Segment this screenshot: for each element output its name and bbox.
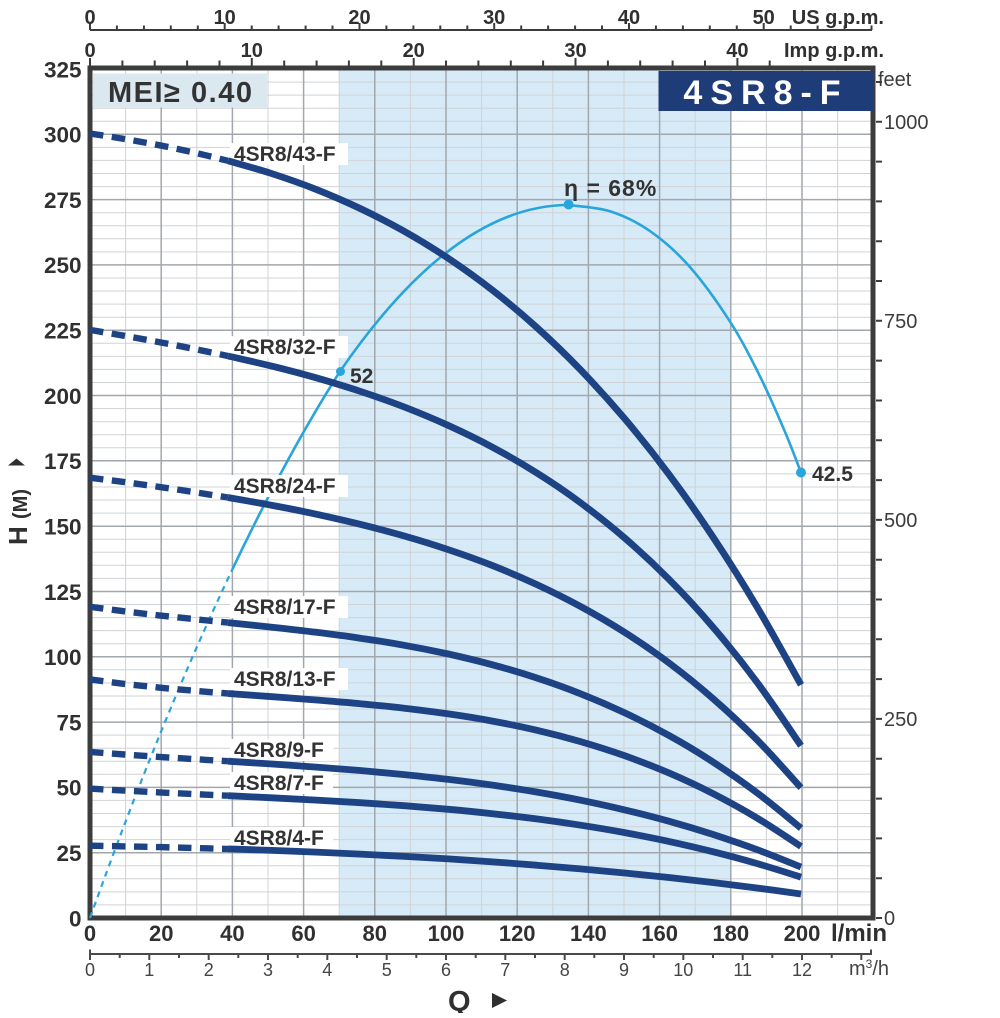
svg-text:80: 80 [363,921,387,946]
svg-text:42.5: 42.5 [812,463,853,486]
svg-text:140: 140 [570,921,607,946]
svg-text:4SR8/24-F: 4SR8/24-F [234,475,336,498]
svg-text:50: 50 [56,776,81,801]
svg-text:100: 100 [44,645,82,670]
svg-text:MEI≥ 0.40: MEI≥ 0.40 [108,77,253,109]
svg-text:4SR8/9-F: 4SR8/9-F [234,739,324,762]
svg-text:l/min: l/min [831,920,887,947]
svg-text:US g.p.m.: US g.p.m. [792,7,884,29]
svg-text:4SR8/32-F: 4SR8/32-F [234,336,336,359]
svg-text:500: 500 [884,510,917,532]
svg-text:η = 68%: η = 68% [564,175,657,201]
svg-text:0: 0 [884,908,895,930]
svg-text:6: 6 [441,960,451,980]
svg-text:30: 30 [483,7,505,29]
svg-text:40: 40 [618,7,640,29]
svg-text:1: 1 [144,960,154,980]
svg-text:25: 25 [56,841,81,866]
svg-text:325: 325 [44,57,82,82]
svg-text:20: 20 [403,40,425,62]
svg-text:275: 275 [44,188,82,213]
svg-text:4SR8/7-F: 4SR8/7-F [234,772,324,795]
svg-text:250: 250 [884,709,917,731]
svg-text:300: 300 [44,123,82,148]
svg-text:10: 10 [673,960,693,980]
svg-text:8: 8 [560,960,570,980]
svg-text:0: 0 [84,921,96,946]
svg-text:200: 200 [44,384,82,409]
svg-text:5: 5 [382,960,392,980]
svg-text:250: 250 [44,253,82,278]
svg-text:120: 120 [499,921,536,946]
svg-text:Q: Q [448,986,471,1013]
svg-text:7: 7 [500,960,510,980]
svg-text:40: 40 [220,921,244,946]
svg-text:9: 9 [619,960,629,980]
svg-text:225: 225 [44,319,82,344]
svg-text:4SR8/17-F: 4SR8/17-F [234,596,336,619]
svg-text:2: 2 [204,960,214,980]
svg-text:0: 0 [85,960,95,980]
svg-text:160: 160 [641,921,678,946]
svg-text:0: 0 [69,906,82,931]
svg-text:750: 750 [884,311,917,333]
svg-text:125: 125 [44,580,82,605]
svg-text:52: 52 [350,365,373,388]
svg-text:100: 100 [428,921,465,946]
svg-text:4: 4 [322,960,332,980]
svg-text:m3/h: m3/h [849,957,889,980]
svg-text:200: 200 [784,921,821,946]
svg-text:10: 10 [241,40,263,62]
svg-text:75: 75 [56,710,81,735]
svg-text:150: 150 [44,515,82,540]
svg-text:4SR8-F: 4SR8-F [683,74,848,112]
svg-text:Imp g.p.m.: Imp g.p.m. [784,40,884,62]
svg-text:4SR8/43-F: 4SR8/43-F [234,143,336,166]
svg-text:11: 11 [733,960,752,980]
svg-text:30: 30 [564,40,586,62]
svg-text:20: 20 [348,7,370,29]
svg-text:40: 40 [726,40,748,62]
svg-text:4SR8/13-F: 4SR8/13-F [234,668,336,691]
svg-text:feet: feet [878,69,912,91]
svg-text:10: 10 [214,7,236,29]
svg-text:3: 3 [263,960,273,980]
svg-text:0: 0 [84,40,95,62]
svg-text:12: 12 [792,960,812,980]
svg-text:50: 50 [753,7,775,29]
svg-text:60: 60 [291,921,315,946]
svg-text:0: 0 [84,7,95,29]
svg-text:175: 175 [44,449,82,474]
svg-text:1000: 1000 [884,112,929,134]
svg-text:20: 20 [149,921,173,946]
svg-text:180: 180 [712,921,749,946]
svg-text:4SR8/4-F: 4SR8/4-F [234,827,324,850]
